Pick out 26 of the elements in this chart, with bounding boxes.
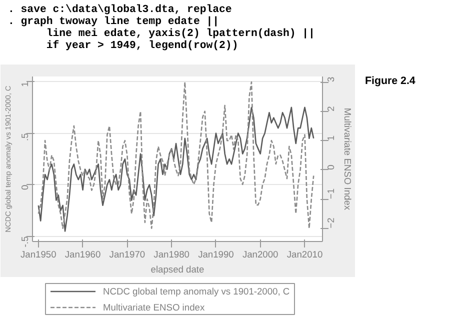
text: line mei edate, yaxis(2) lpattern(dash) || xyxy=(46,28,315,40)
y2-tick-label: 1 xyxy=(326,135,336,141)
y2-tick-label: 0 xyxy=(326,164,336,170)
y-tick-label: .5 xyxy=(20,133,30,141)
caption: Figure 2.4 xyxy=(365,75,416,87)
x-axis-title: elapsed date xyxy=(150,264,204,274)
y2-tick-label: −1 xyxy=(326,188,336,200)
x-tick-label: Jan1950 xyxy=(20,250,56,260)
legend-label: NCDC global temp anomaly vs 1901-2000, C xyxy=(103,286,290,296)
text: if year > 1949, legend(row(2)) xyxy=(46,40,238,52)
y2-axis-title: Multivariate ENSO Index xyxy=(342,108,352,210)
y-tick-label: 0 xyxy=(20,184,30,190)
x-tick-label: Jan2010 xyxy=(286,250,323,260)
x-tick-label: Jan1980 xyxy=(154,250,190,260)
x-tick-label: Jan2000 xyxy=(242,250,278,260)
legend-label: Multivariate ENSO index xyxy=(103,302,205,312)
text: . save c:\data\global3.dta, replace xyxy=(8,4,232,16)
x-tick-label: Jan1970 xyxy=(109,250,146,260)
y-tick-label: -.5 xyxy=(20,236,30,248)
x-tick-label: Jan1990 xyxy=(198,250,234,260)
y2-tick-label: 3 xyxy=(326,76,336,82)
y-tick-label: 1 xyxy=(20,82,30,87)
y2-tick-label: −2 xyxy=(326,218,336,228)
text: . graph twoway line temp edate || xyxy=(8,16,220,28)
x-tick-label: Jan1960 xyxy=(64,250,101,260)
y2-tick-label: 2 xyxy=(326,106,336,112)
